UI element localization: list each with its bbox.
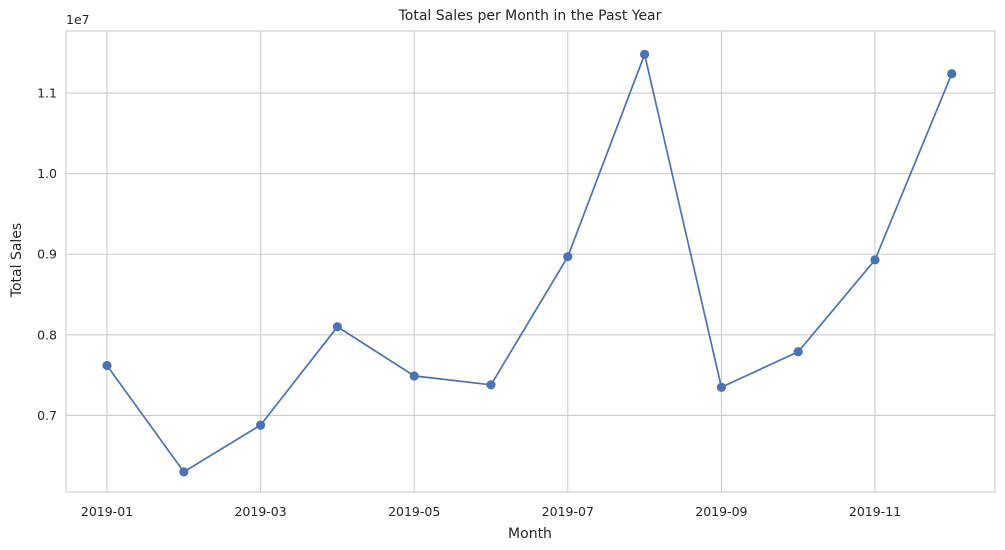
data-point bbox=[640, 49, 650, 59]
data-point bbox=[486, 380, 496, 390]
data-point bbox=[102, 360, 112, 371]
data-point bbox=[409, 371, 419, 381]
data-point bbox=[179, 467, 189, 477]
x-tick-label: 2019-03 bbox=[234, 504, 286, 519]
y-tick-label: 1.1 bbox=[37, 86, 57, 101]
y-tick-label: 1.0 bbox=[37, 166, 57, 181]
x-tick-labels: 2019-01 2019-03 2019-05 2019-07 2019-09 2019-… bbox=[81, 504, 901, 519]
data-point bbox=[563, 252, 573, 262]
y-gridlines bbox=[66, 92, 995, 416]
x-gridlines bbox=[106, 31, 876, 492]
x-tick-label: 2019-07 bbox=[542, 504, 594, 519]
y-axis-offset-label: 1e7 bbox=[66, 12, 90, 27]
data-point bbox=[332, 322, 342, 332]
chart-title: Total Sales per Month in the Past Year bbox=[398, 8, 662, 24]
series-line bbox=[106, 51, 953, 474]
x-tick-label: 2019-09 bbox=[695, 504, 747, 519]
x-tick-label: 2019-01 bbox=[81, 504, 133, 519]
y-tick-label: 0.7 bbox=[37, 408, 57, 423]
plot-frame bbox=[65, 30, 996, 493]
data-point bbox=[793, 347, 803, 357]
y-tick-labels: 0.7 0.8 0.9 1.0 1.1 bbox=[37, 86, 57, 423]
x-tick-label: 2019-11 bbox=[849, 504, 901, 519]
x-tick-label: 2019-05 bbox=[388, 504, 440, 519]
x-axis-label: Month bbox=[508, 526, 552, 542]
y-axis-label: Total Sales bbox=[9, 223, 25, 298]
y-tick-label: 0.9 bbox=[37, 247, 57, 262]
y-tick-label: 0.8 bbox=[37, 327, 57, 342]
series-group bbox=[102, 49, 957, 477]
data-point bbox=[716, 382, 727, 392]
data-point bbox=[947, 69, 957, 79]
data-point bbox=[870, 255, 880, 265]
data-point bbox=[256, 420, 266, 430]
